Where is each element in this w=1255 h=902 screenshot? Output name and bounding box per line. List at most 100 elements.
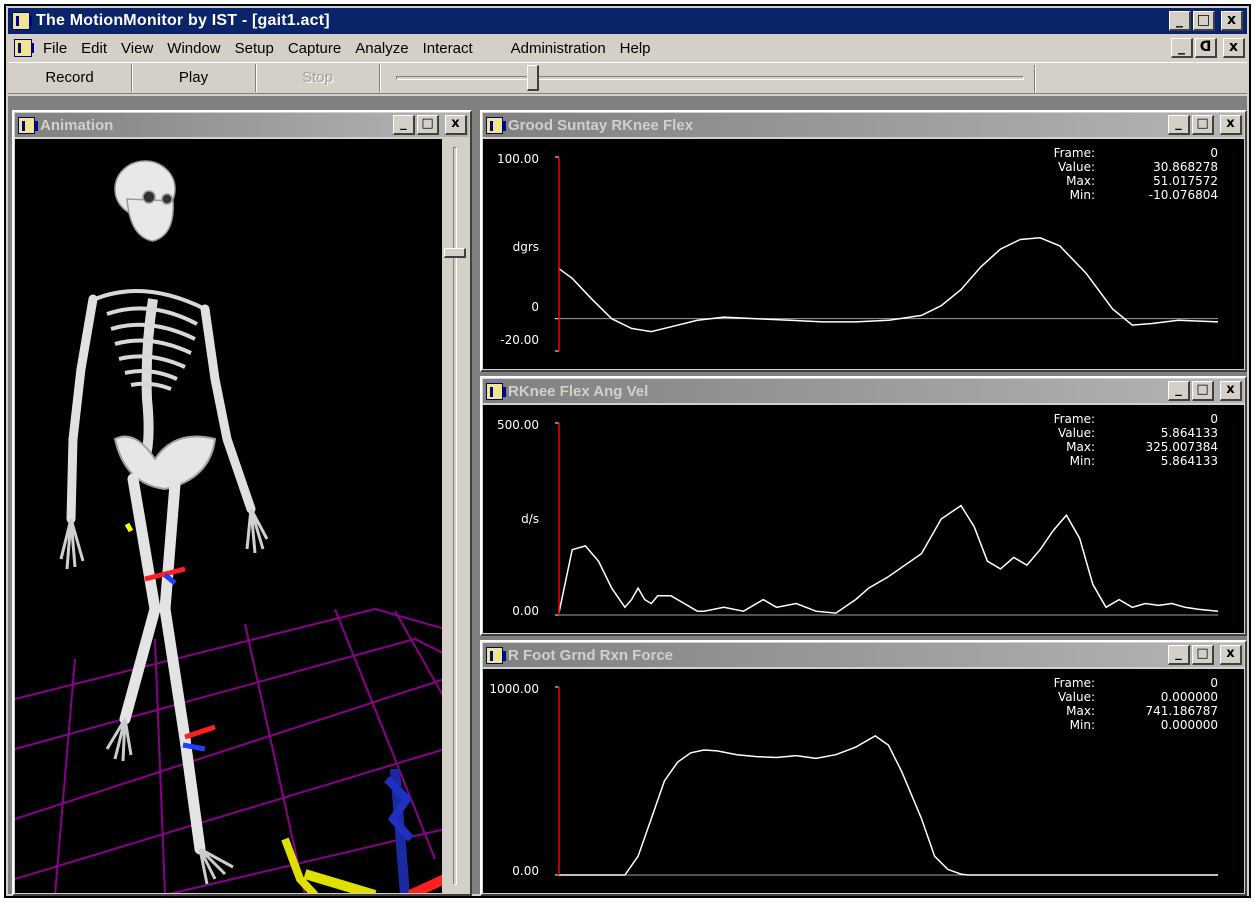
- window-icon[interactable]: [486, 646, 506, 664]
- window-icon[interactable]: [486, 382, 506, 400]
- stat-value-min: 5.864133: [1161, 454, 1218, 468]
- stat-label-frame: Frame:: [1054, 146, 1095, 160]
- minimize-button[interactable]: _: [1169, 11, 1191, 31]
- menu-analyze[interactable]: Analyze: [355, 39, 409, 57]
- stat-value-frame: 0: [1210, 676, 1218, 690]
- graph-plot: 100.00 dgrs 0 -20.00 Frame: Value: Max: …: [497, 146, 1219, 352]
- scroll-track[interactable]: [453, 147, 457, 885]
- y-min-label: -20.00: [500, 333, 539, 347]
- minimize-button[interactable]: _: [1168, 381, 1190, 401]
- graph-window-knee-flex: Grood Suntay RKnee Flex _ □ x 100.00 dgr…: [480, 110, 1247, 372]
- graph-title-bar[interactable]: Grood Suntay RKnee Flex _ □ x: [483, 113, 1244, 137]
- stop-button[interactable]: Stop: [256, 64, 380, 92]
- stats-readout: Frame: Value: Max: Min: 0 0.000000 741.1…: [1054, 676, 1218, 732]
- y-unit-label: d/s: [521, 512, 539, 526]
- stat-label-value: Value:: [1058, 160, 1095, 174]
- title-bar[interactable]: The MotionMonitor by IST - [gait1.act] _…: [8, 8, 1247, 34]
- graph-window-grf: R Foot Grnd Rxn Force _ □ x 1000.00 0.00…: [480, 640, 1247, 896]
- menu-file[interactable]: File: [43, 39, 68, 57]
- y-zero-label: 0.00: [512, 604, 539, 618]
- maximize-button[interactable]: □: [1193, 11, 1215, 31]
- graph-plot: 500.00 d/s 0.00 Frame: Value: Max: Min: …: [497, 412, 1219, 618]
- mdi-minimize-button[interactable]: _: [1171, 38, 1193, 58]
- close-button[interactable]: x: [1220, 381, 1242, 401]
- timeline-slider-track[interactable]: [396, 76, 1024, 80]
- stat-label-value: Value:: [1058, 690, 1095, 704]
- y-unit-label: dgrs: [513, 240, 539, 254]
- graph-title: R Foot Grnd Rxn Force: [508, 646, 673, 664]
- minimize-button[interactable]: _: [1168, 115, 1190, 135]
- record-button[interactable]: Record: [8, 64, 132, 92]
- animation-scrollbar[interactable]: [442, 139, 469, 893]
- maximize-button[interactable]: □: [417, 115, 439, 135]
- minimize-button[interactable]: _: [393, 115, 415, 135]
- graph-title: Grood Suntay RKnee Flex: [508, 116, 694, 134]
- stat-value-frame: 0: [1210, 146, 1218, 160]
- scroll-thumb[interactable]: [444, 248, 466, 258]
- animation-viewport[interactable]: [15, 139, 442, 893]
- app-icon[interactable]: [12, 12, 32, 30]
- y-max-label: 1000.00: [489, 682, 539, 696]
- stat-label-frame: Frame:: [1054, 676, 1095, 690]
- maximize-button[interactable]: □: [1192, 381, 1214, 401]
- close-button[interactable]: x: [1220, 645, 1242, 665]
- toolbar-separator: [1034, 65, 1036, 93]
- graph-title-bar[interactable]: RKnee Flex Ang Vel _ □ x: [483, 379, 1244, 403]
- animation-title-bar[interactable]: Animation _ □ x: [15, 113, 469, 137]
- graph-title-bar[interactable]: R Foot Grnd Rxn Force _ □ x: [483, 643, 1244, 667]
- maximize-button[interactable]: □: [1192, 645, 1214, 665]
- graph-canvas[interactable]: 500.00 d/s 0.00 Frame: Value: Max: Min: …: [483, 405, 1244, 633]
- mdi-close-button[interactable]: x: [1223, 38, 1245, 58]
- window-icon[interactable]: [18, 116, 38, 134]
- stat-label-value: Value:: [1058, 426, 1095, 440]
- menu-view[interactable]: View: [121, 39, 154, 57]
- stat-value-max: 325.007384: [1145, 440, 1218, 454]
- menu-interact[interactable]: Interact: [422, 39, 473, 57]
- stat-label-max: Max:: [1066, 174, 1095, 188]
- stats-readout: Frame: Value: Max: Min: 0 30.868278 51.0…: [1054, 146, 1218, 202]
- close-button[interactable]: x: [1220, 115, 1242, 135]
- stat-value-frame: 0: [1210, 412, 1218, 426]
- menu-capture[interactable]: Capture: [287, 39, 342, 57]
- stat-label-max: Max:: [1066, 440, 1095, 454]
- stat-value-value: 0.000000: [1161, 690, 1218, 704]
- legs: [119, 473, 206, 855]
- pelvis: [113, 435, 217, 491]
- graph-plot: 1000.00 0.00 Frame: Value: Max: Min: 0 0…: [489, 676, 1218, 878]
- menu-edit[interactable]: Edit: [81, 39, 108, 57]
- graph-title: RKnee Flex Ang Vel: [508, 382, 649, 400]
- mdi-restore-button[interactable]: ᗡ: [1195, 38, 1217, 58]
- stat-value-max: 51.017572: [1153, 174, 1218, 188]
- series-line: [558, 504, 1219, 614]
- stat-value-min: 0.000000: [1161, 718, 1218, 732]
- series-line: [559, 735, 1218, 876]
- window-icon[interactable]: [486, 116, 506, 134]
- graph-canvas[interactable]: 1000.00 0.00 Frame: Value: Max: Min: 0 0…: [483, 669, 1244, 893]
- animation-window: Animation _ □ x: [12, 110, 472, 896]
- skeleton-3d-view: [15, 160, 442, 893]
- play-button[interactable]: Play: [132, 64, 256, 92]
- menu-administration[interactable]: Administration: [510, 39, 606, 57]
- y-zero-label: 0: [531, 300, 539, 314]
- menu-setup[interactable]: Setup: [234, 39, 274, 57]
- stat-value-value: 5.864133: [1161, 426, 1218, 440]
- timeline-slider-thumb[interactable]: [527, 65, 539, 91]
- series-line: [558, 237, 1219, 333]
- close-button[interactable]: x: [445, 115, 467, 135]
- stat-label-min: Min:: [1070, 718, 1095, 732]
- menu-window[interactable]: Window: [167, 39, 221, 57]
- stat-label-min: Min:: [1070, 454, 1095, 468]
- graph-canvas[interactable]: 100.00 dgrs 0 -20.00 Frame: Value: Max: …: [483, 139, 1244, 369]
- maximize-button[interactable]: □: [1192, 115, 1214, 135]
- minimize-button[interactable]: _: [1168, 645, 1190, 665]
- close-button[interactable]: x: [1221, 11, 1243, 31]
- stat-value-value: 30.868278: [1153, 160, 1218, 174]
- menu-bar: File Edit View Window Setup Capture Anal…: [8, 36, 1247, 60]
- feet: [105, 718, 234, 885]
- y-max-label: 100.00: [497, 152, 539, 166]
- mdi-child-icon[interactable]: [14, 39, 34, 57]
- toolbar: Record Play Stop: [8, 62, 1247, 94]
- menu-help[interactable]: Help: [619, 39, 651, 57]
- arms: [66, 294, 256, 524]
- main-window: The MotionMonitor by IST - [gait1.act] _…: [4, 4, 1251, 898]
